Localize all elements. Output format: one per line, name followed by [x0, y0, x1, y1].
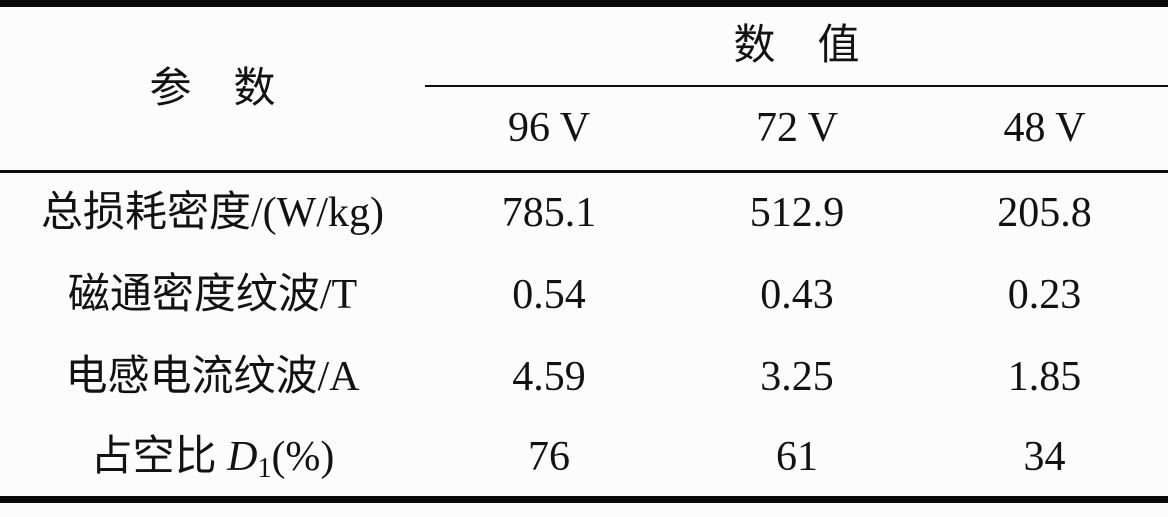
voltage-column-96v: 96 V: [425, 85, 673, 173]
duty-cycle-prefix: 占空比: [90, 433, 228, 480]
duty-cycle-subscript: 1: [257, 452, 272, 484]
table-row-flux-density-ripple: 磁通密度纹波/T 0.54 0.43 0.23: [0, 254, 1168, 336]
value-cell: 76: [528, 433, 570, 480]
voltage-column-48v: 48 V: [921, 85, 1168, 173]
value-header-cell: 数 值: [425, 3, 1168, 87]
duty-cycle-suffix: (%): [271, 433, 335, 480]
table-row-total-loss-density: 总损耗密度/(W/kg) 785.1 512.9 205.8: [0, 172, 1168, 254]
value-cell: 0.23: [1007, 271, 1082, 318]
value-cell: 61: [776, 433, 818, 480]
table-row-duty-cycle: 占空比 D1(%) 76 61 34: [0, 418, 1168, 500]
value-cell: 34: [1023, 433, 1066, 480]
value-cell: 1.85: [1007, 353, 1082, 400]
header-row-top: 参 数 数 值: [0, 3, 1168, 173]
voltage-column-72v: 72 V: [673, 85, 921, 173]
duty-cycle-symbol: D: [227, 433, 258, 480]
value-cell: 785.1: [501, 190, 597, 237]
table-row-inductor-current-ripple: 电感电流纹波/A 4.59 3.25 1.85: [0, 336, 1168, 418]
value-cell: 0.54: [512, 271, 586, 318]
row-label-total-loss-density: 总损耗密度/(W/kg): [41, 190, 384, 237]
row-label-flux-density-ripple: 磁通密度纹波/T: [67, 271, 358, 318]
value-cell: 4.59: [512, 353, 586, 400]
value-cell: 0.43: [760, 271, 834, 318]
value-cell: 512.9: [749, 190, 845, 237]
header-row-voltages: 96 V 72 V 48 V: [0, 85, 1168, 173]
row-label-inductor-current-ripple: 电感电流纹波/A: [65, 353, 360, 400]
value-cell: 3.25: [760, 353, 834, 400]
row-label-duty-cycle: 占空比 D1(%): [0, 418, 425, 500]
value-header-label: 数 值: [733, 22, 860, 69]
param-header-label: 参 数: [149, 65, 276, 112]
param-header-cell: 参 数: [0, 3, 425, 173]
value-cell: 205.8: [997, 190, 1092, 237]
parameter-value-table: 参 数 数 值 96 V 72 V 48 V 总损耗密度/(W/kg) 785.…: [0, 0, 1168, 503]
